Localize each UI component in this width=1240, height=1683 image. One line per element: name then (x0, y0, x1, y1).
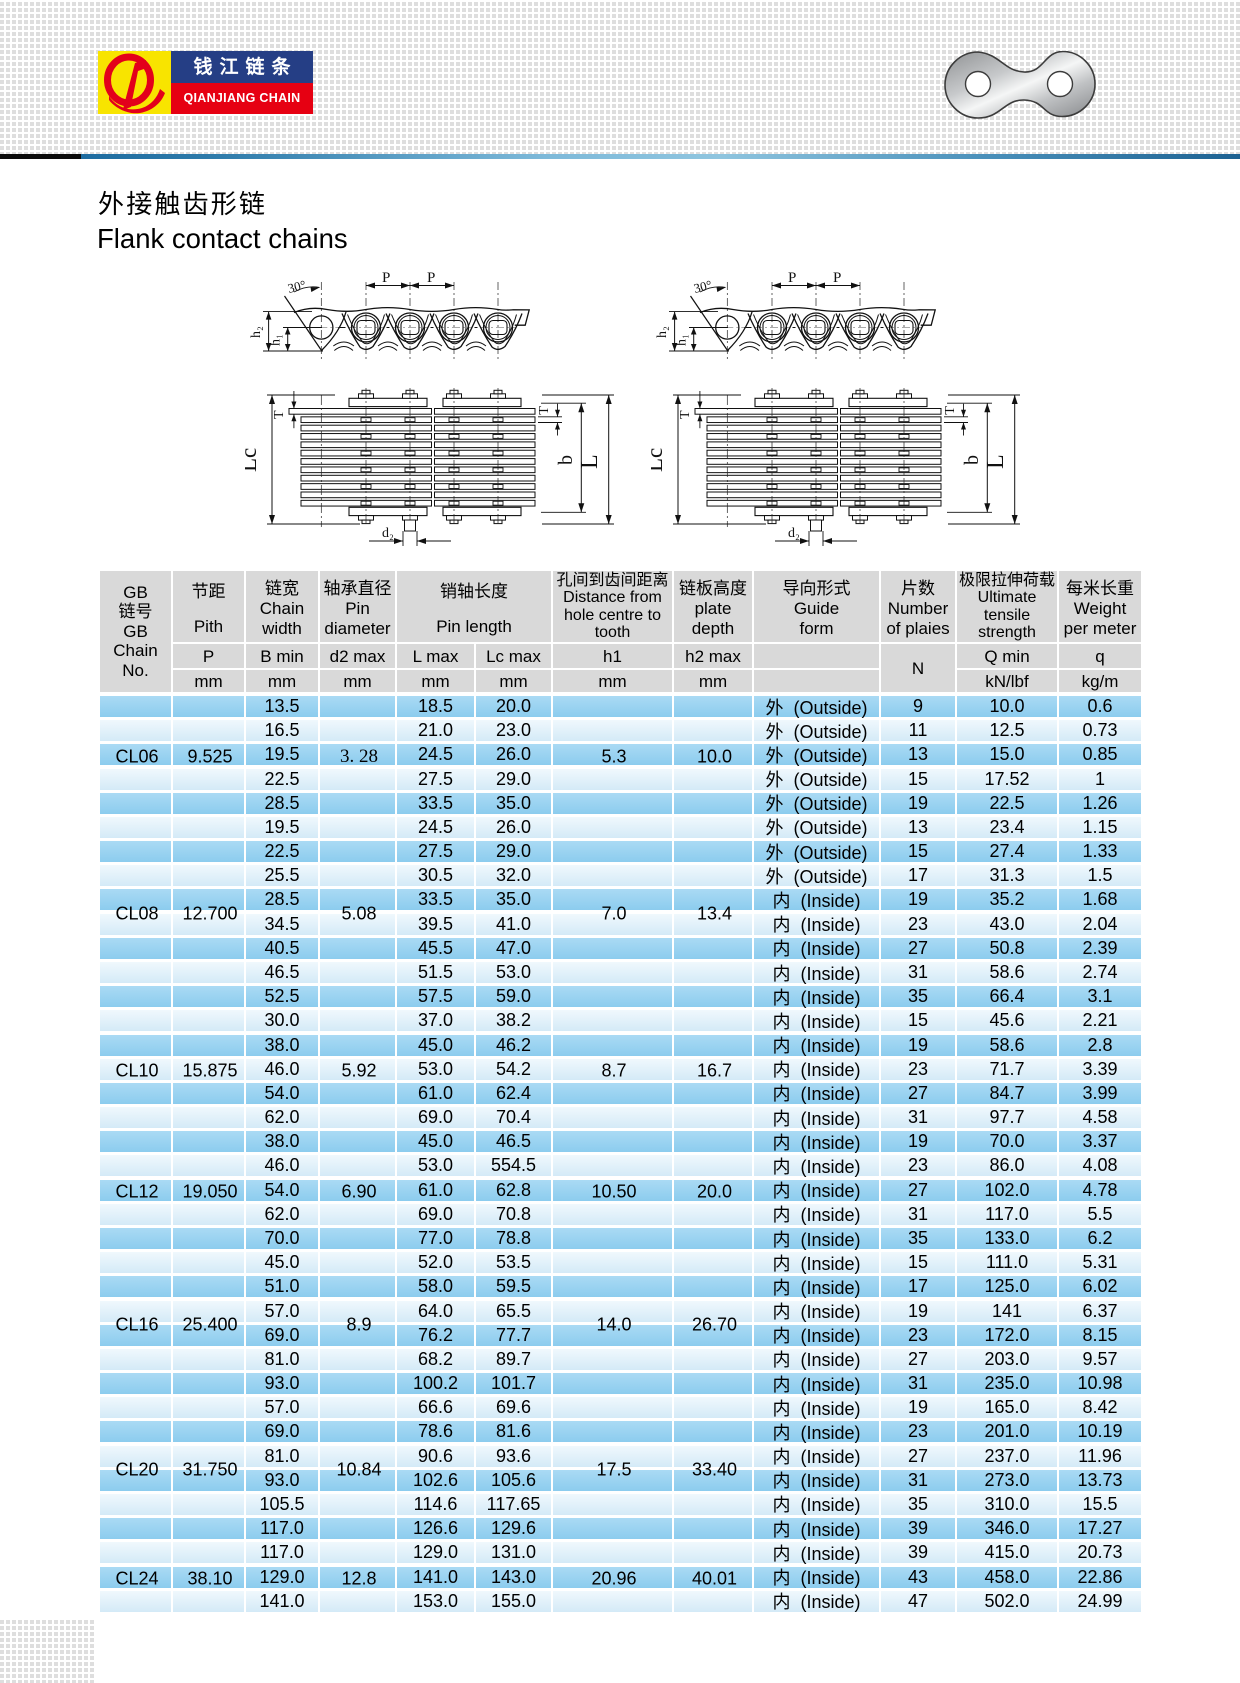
svg-text:h₁: h₁ (675, 334, 690, 346)
svg-text:P: P (788, 270, 796, 286)
svg-text:T: T (537, 406, 552, 415)
svg-text:L: L (577, 454, 603, 469)
svg-text:30°: 30° (692, 277, 713, 296)
svg-text:b: b (961, 455, 983, 465)
svg-text:h₂: h₂ (655, 326, 670, 338)
svg-text:T: T (272, 410, 287, 419)
svg-text:30°: 30° (286, 277, 307, 296)
svg-text:T: T (943, 406, 958, 415)
svg-text:L: L (983, 454, 1009, 469)
svg-text:d₂: d₂ (382, 526, 394, 541)
svg-text:P: P (382, 270, 390, 286)
svg-text:T: T (678, 410, 693, 419)
svg-text:P: P (833, 270, 841, 286)
svg-text:h₁: h₁ (269, 334, 284, 346)
svg-text:d₂: d₂ (788, 526, 800, 541)
svg-text:Lc: Lc (651, 448, 667, 472)
svg-text:Lc: Lc (245, 448, 261, 472)
svg-text:h₂: h₂ (249, 326, 264, 338)
svg-text:P: P (427, 270, 435, 286)
svg-text:b: b (555, 455, 577, 465)
